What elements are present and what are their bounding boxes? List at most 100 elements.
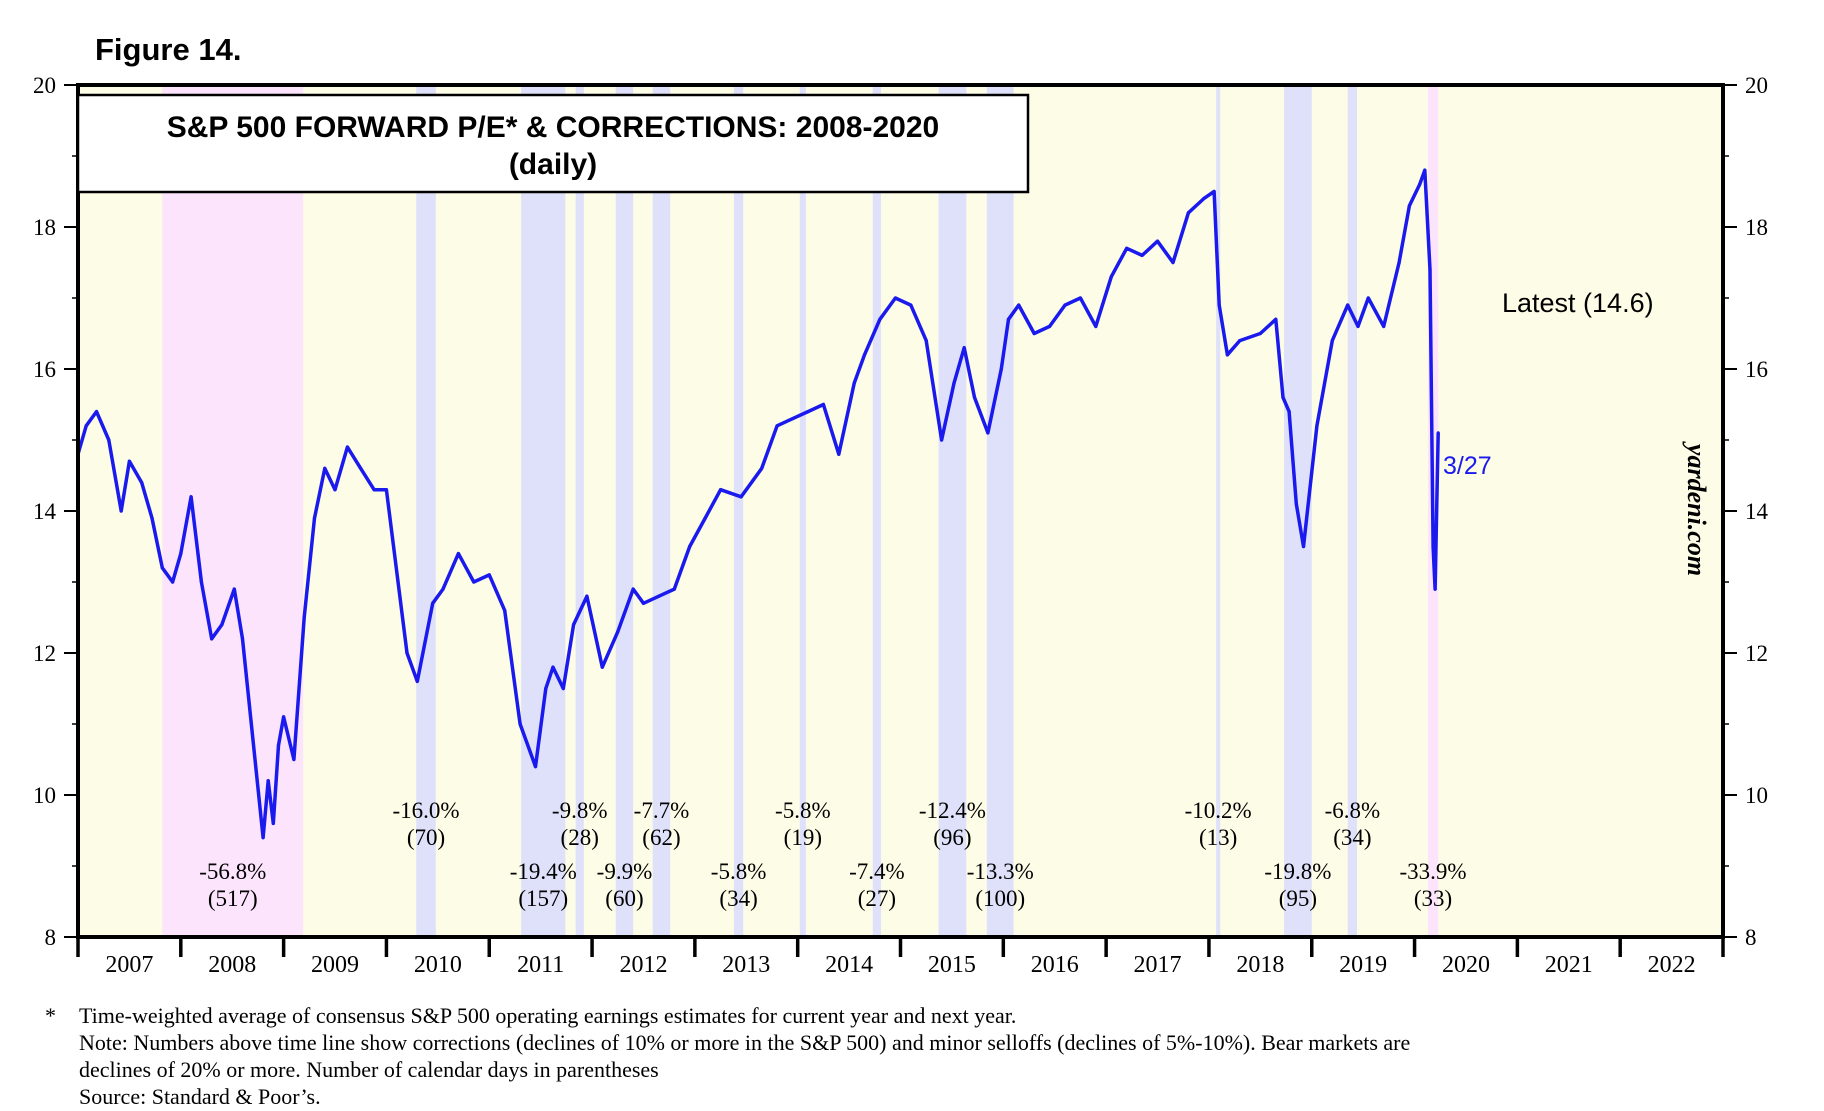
data-point	[487, 573, 491, 577]
data-point	[571, 623, 576, 627]
data-point	[359, 466, 363, 470]
x-tick-label: 2019	[1339, 952, 1387, 978]
data-point	[600, 665, 604, 669]
data-point	[893, 296, 897, 300]
figure-label: Figure 14.	[95, 32, 242, 67]
data-point	[1078, 296, 1083, 300]
footnote-note: Note: Numbers above time line show corre…	[79, 1030, 1411, 1055]
data-point	[84, 424, 88, 428]
data-point	[1281, 395, 1285, 399]
data-point	[94, 410, 99, 414]
data-point	[952, 381, 956, 385]
data-point	[999, 367, 1003, 371]
shaded-period-11	[986, 85, 1014, 937]
y-tick-label-left: 18	[33, 215, 56, 240]
latest-value-label: Latest (14.6)	[1502, 288, 1654, 318]
data-point	[107, 438, 111, 442]
data-point	[199, 580, 203, 584]
period-decline-label: -19.8%	[1264, 859, 1331, 884]
period-days-label: (96)	[933, 825, 971, 850]
data-point	[1109, 275, 1113, 279]
period-labels-layer: -56.8%(517) -16.0%(70) -19.4%(157) -9.8%(28…	[199, 798, 1466, 911]
data-point	[1294, 502, 1298, 506]
data-point	[986, 431, 990, 435]
data-point	[616, 630, 620, 634]
period-decline-label: -12.4%	[919, 798, 986, 823]
chart-title: S&P 500 FORWARD P/E* & CORRECTIONS: 2008…	[167, 111, 939, 144]
data-point	[1287, 410, 1291, 414]
period-days-label: (34)	[1333, 825, 1371, 850]
data-point	[852, 381, 856, 385]
period-days-label: (517)	[208, 886, 258, 911]
period-decline-label: -16.0%	[392, 798, 459, 823]
data-point	[220, 623, 224, 627]
footnote-1: * Time-weighted average of consensus S&P…	[45, 1002, 1410, 1029]
shaded-period-12	[1216, 85, 1221, 937]
watermark: yardeni.com	[1682, 441, 1711, 576]
data-point	[585, 594, 589, 598]
data-point	[739, 495, 743, 499]
period-decline-label: -10.2%	[1185, 798, 1252, 823]
data-point	[292, 757, 296, 762]
data-point	[1428, 268, 1432, 272]
data-point	[345, 445, 349, 449]
x-tick-label: 2022	[1648, 952, 1696, 978]
data-point	[878, 317, 882, 321]
data-point	[179, 552, 183, 556]
data-point	[232, 587, 236, 591]
data-point	[1217, 303, 1221, 307]
period-days-label: (33)	[1414, 886, 1452, 911]
y-tick-label-left: 8	[45, 925, 57, 950]
x-tick-label: 2020	[1442, 952, 1490, 978]
data-point	[962, 346, 966, 350]
period-decline-label: -9.9%	[597, 859, 653, 884]
data-point	[1436, 431, 1440, 435]
data-point	[1433, 587, 1437, 591]
y-tick-label-right: 10	[1745, 783, 1768, 808]
shaded-period-1	[162, 85, 304, 937]
plot-background-layer	[78, 85, 1723, 937]
y-tick-label-right: 16	[1745, 357, 1768, 382]
data-point	[1171, 260, 1175, 265]
data-point	[456, 552, 461, 556]
data-point	[561, 686, 565, 691]
x-tick-label: 2017	[1134, 952, 1182, 978]
period-decline-label: -56.8%	[199, 859, 266, 884]
period-decline-label: -6.8%	[1325, 798, 1381, 823]
series-line-layer	[76, 168, 1440, 840]
y-tick-label-left: 14	[33, 499, 57, 524]
y-tick-label-right: 12	[1745, 641, 1768, 666]
data-point	[127, 459, 132, 463]
data-point	[1346, 303, 1350, 307]
period-days-label: (70)	[407, 825, 445, 850]
x-tick-label: 2021	[1545, 952, 1593, 978]
chart-subtitle: (daily)	[509, 148, 597, 181]
footnote-source: Source: Standard & Poor’s.	[79, 1084, 321, 1109]
data-point	[312, 516, 317, 520]
data-point	[276, 743, 281, 747]
data-point	[323, 466, 327, 470]
data-point	[1225, 353, 1230, 357]
footnote-1-text: Time-weighted average of consensus S&P 5…	[79, 1003, 1017, 1028]
period-days-label: (62)	[642, 825, 680, 850]
y-tick-label-left: 12	[33, 641, 56, 666]
shaded-period-8	[799, 85, 806, 937]
data-point	[140, 481, 144, 485]
period-decline-label: -7.4%	[849, 859, 905, 884]
data-point	[1274, 317, 1278, 321]
y-tick-label-left: 20	[33, 73, 56, 98]
data-point	[384, 488, 389, 492]
data-point	[189, 495, 193, 499]
data-point	[472, 580, 476, 584]
data-point	[1094, 324, 1098, 328]
data-point	[1356, 324, 1360, 328]
data-point	[760, 466, 764, 470]
data-point	[372, 488, 376, 492]
data-point	[1032, 331, 1036, 336]
shaded-period-2	[416, 85, 436, 937]
data-point	[405, 651, 409, 655]
y-tick-label-right: 14	[1745, 499, 1769, 524]
data-point	[1431, 544, 1435, 549]
